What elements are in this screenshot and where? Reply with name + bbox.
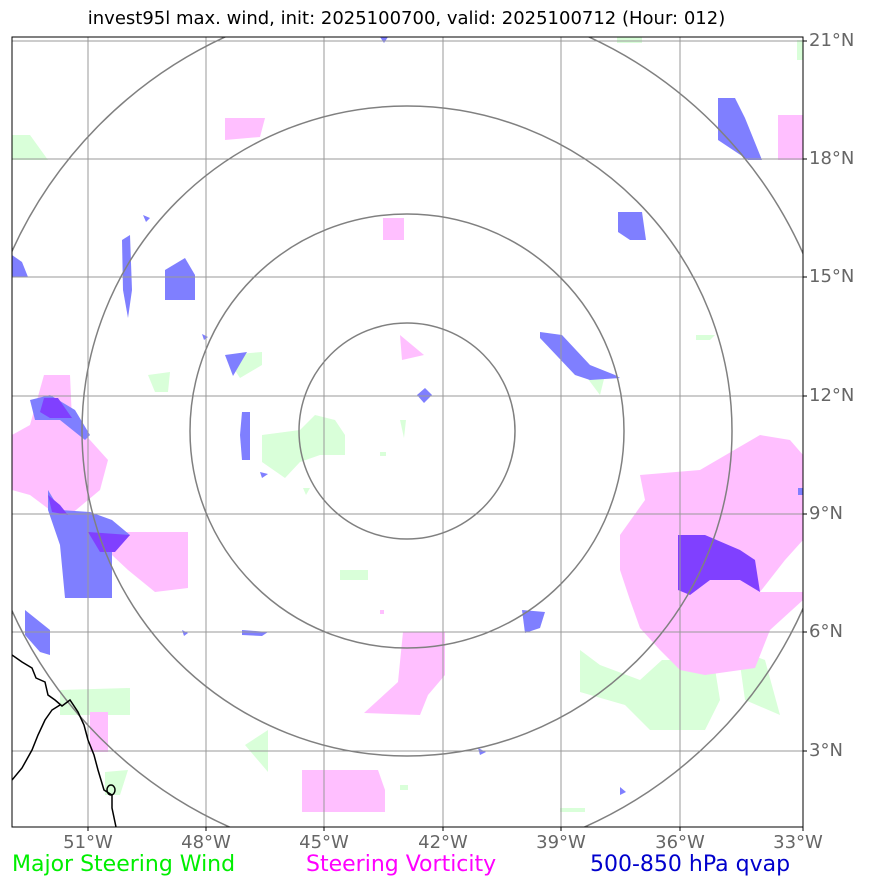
lat-label-12n: 12°N bbox=[809, 385, 855, 406]
graticule bbox=[12, 37, 803, 827]
lon-label-51w: 51°W bbox=[63, 832, 113, 853]
legend-steering-vorticity: Steering Vorticity bbox=[306, 852, 497, 877]
lat-label-9n: 9°N bbox=[809, 503, 843, 524]
lat-label-18n: 18°N bbox=[809, 148, 855, 169]
lat-label-21n: 21°N bbox=[809, 30, 855, 51]
lon-label-33w: 33°W bbox=[773, 832, 823, 853]
lat-label-6n: 6°N bbox=[809, 621, 843, 642]
legend-qvap: 500-850 hPa qvap bbox=[590, 852, 791, 877]
tick-marks bbox=[87, 40, 807, 831]
overlap-areas bbox=[40, 398, 760, 595]
lon-label-45w: 45°W bbox=[299, 832, 349, 853]
lon-label-36w: 36°W bbox=[655, 832, 705, 853]
coastline bbox=[12, 654, 117, 827]
lon-label-39w: 39°W bbox=[536, 832, 586, 853]
map-frame bbox=[11, 36, 804, 828]
range-rings bbox=[12, 37, 803, 827]
lon-label-48w: 48°W bbox=[181, 832, 231, 853]
lon-label-42w: 42°W bbox=[418, 832, 468, 853]
qvap-areas bbox=[12, 37, 803, 795]
lat-label-3n: 3°N bbox=[809, 740, 843, 761]
map-content bbox=[12, 37, 803, 827]
lat-label-15n: 15°N bbox=[809, 266, 855, 287]
map-title: invest95l max. wind, init: 2025100700, v… bbox=[87, 8, 726, 29]
legend-steering-wind: Major Steering Wind bbox=[12, 852, 236, 877]
